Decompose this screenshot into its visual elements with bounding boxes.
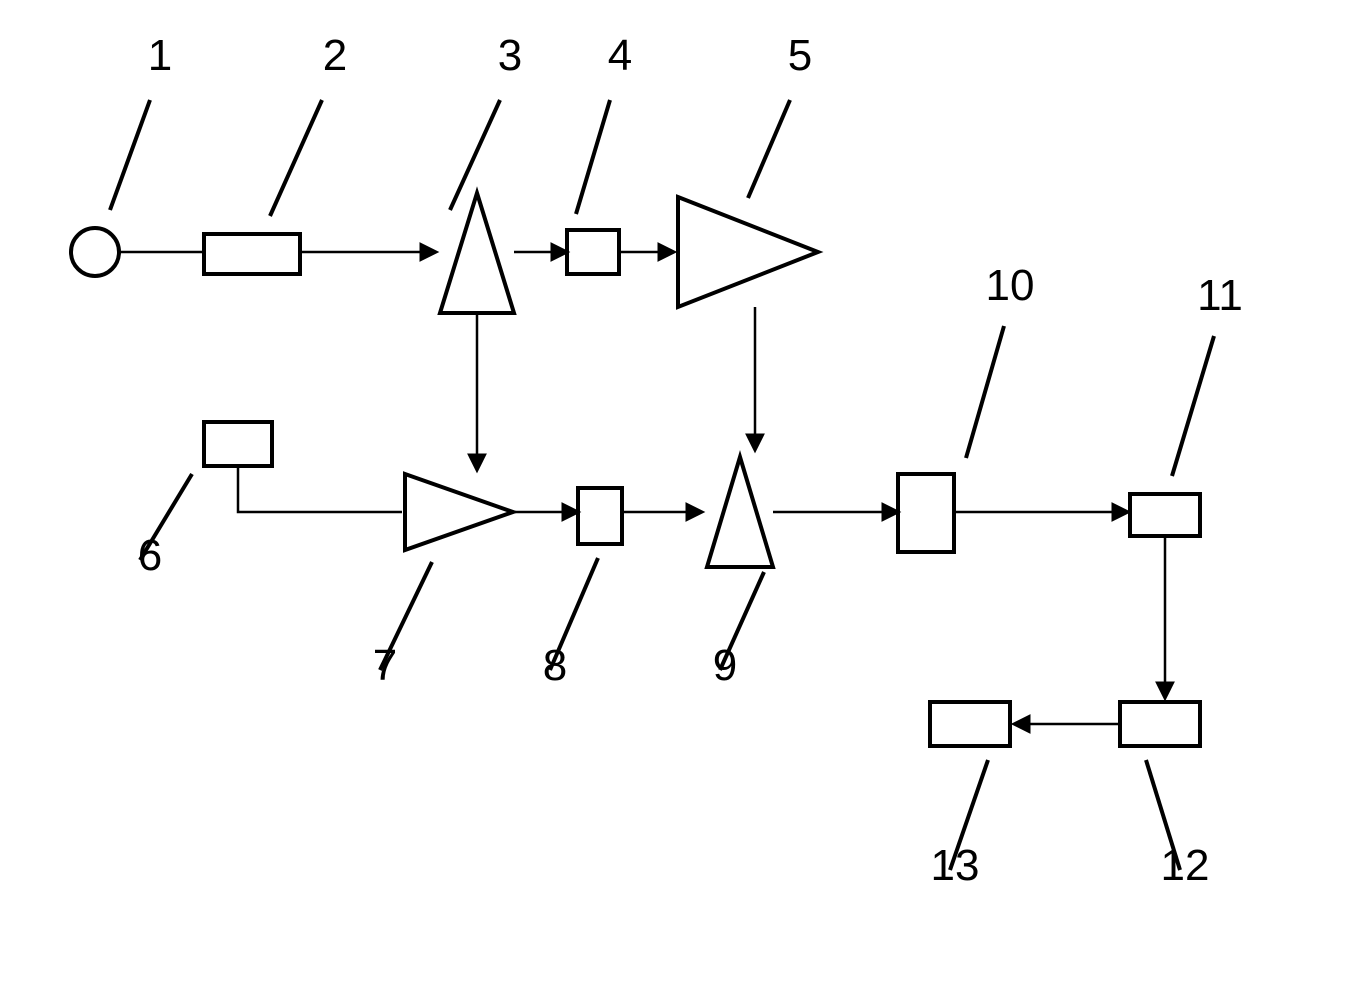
block-diagram: 12345678910111213 xyxy=(0,0,1368,984)
label-n7: 7 xyxy=(373,641,397,690)
label-n13: 13 xyxy=(931,841,980,890)
label-n11: 11 xyxy=(1197,271,1243,320)
label-n6: 6 xyxy=(138,531,162,580)
label-n9: 9 xyxy=(713,641,737,690)
label-n4: 4 xyxy=(608,31,632,80)
label-n3: 3 xyxy=(498,31,522,80)
label-n1: 1 xyxy=(148,31,172,80)
label-n10: 10 xyxy=(986,261,1035,310)
label-n12: 12 xyxy=(1161,841,1210,890)
label-n5: 5 xyxy=(788,31,812,80)
label-n8: 8 xyxy=(543,641,567,690)
label-n2: 2 xyxy=(323,31,347,80)
